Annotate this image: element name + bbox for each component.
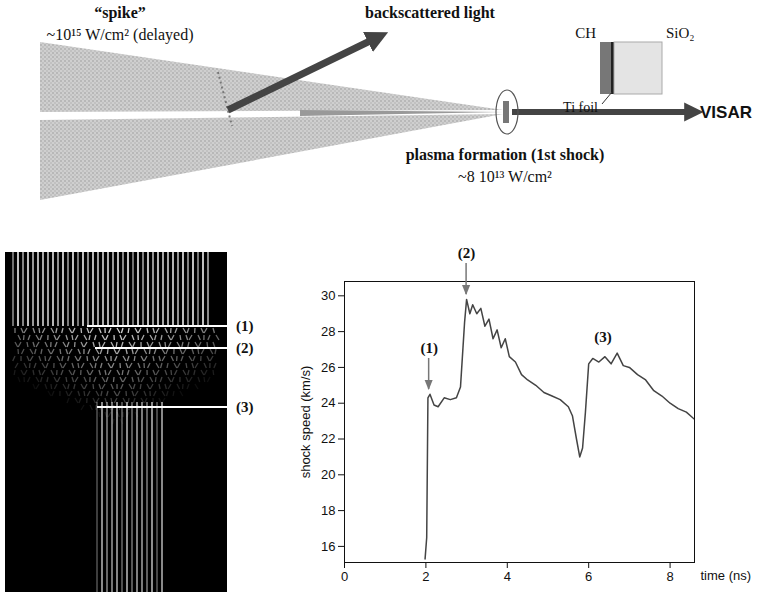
svg-text:(1): (1) [420, 340, 438, 357]
svg-text:16: 16 [321, 539, 335, 554]
svg-text:20: 20 [321, 467, 335, 482]
svg-text:VISAR: VISAR [700, 103, 752, 122]
svg-text:“spike”: “spike” [94, 4, 146, 22]
svg-text:(2): (2) [458, 245, 476, 262]
svg-text:~10¹⁵ W/cm² (delayed): ~10¹⁵ W/cm² (delayed) [46, 26, 193, 44]
svg-text:4: 4 [504, 569, 511, 584]
svg-text:plasma formation (1st shock): plasma formation (1st shock) [406, 146, 605, 164]
svg-text:backscattered light: backscattered light [365, 4, 496, 22]
svg-text:30: 30 [321, 288, 335, 303]
svg-text:24: 24 [321, 395, 335, 410]
svg-text:shock speed (km/s): shock speed (km/s) [298, 366, 313, 479]
svg-text:22: 22 [321, 431, 335, 446]
svg-text:28: 28 [321, 324, 335, 339]
svg-text:26: 26 [321, 360, 335, 375]
svg-text:6: 6 [585, 569, 592, 584]
svg-text:(3): (3) [236, 399, 254, 416]
svg-text:0: 0 [341, 569, 348, 584]
svg-text:CH: CH [575, 25, 596, 41]
svg-text:Ti foil: Ti foil [563, 100, 598, 115]
svg-text:SiO₂: SiO₂ [666, 25, 695, 41]
svg-text:~8 10¹³ W/cm²: ~8 10¹³ W/cm² [458, 168, 552, 185]
svg-text:2: 2 [422, 569, 429, 584]
svg-text:18: 18 [321, 503, 335, 518]
svg-text:8: 8 [666, 569, 673, 584]
svg-text:(1): (1) [236, 318, 254, 335]
svg-text:(2): (2) [236, 340, 254, 357]
svg-text:(3): (3) [594, 329, 612, 346]
svg-text:time (ns): time (ns) [701, 568, 752, 583]
